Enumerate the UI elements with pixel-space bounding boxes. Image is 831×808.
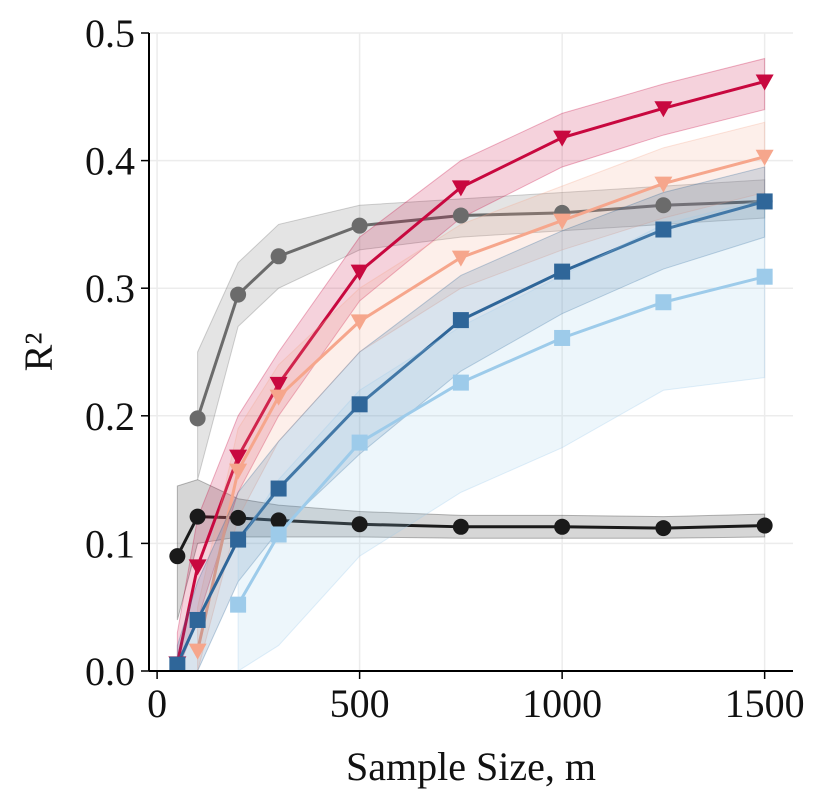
marker [756,193,773,210]
marker [554,518,571,535]
marker [553,130,572,147]
marker [270,512,287,529]
marker [169,548,186,565]
marker [189,611,206,628]
marker [270,248,287,265]
grid [149,32,793,672]
marker [554,329,571,346]
confidence-band [197,121,766,671]
marker [655,520,672,537]
marker [451,250,470,267]
marker [230,531,247,548]
marker [350,314,369,331]
marker [188,643,207,660]
plot-area [168,57,774,671]
x-tick-label: 500 [330,681,390,726]
marker [189,508,206,525]
marker [188,559,207,576]
marker [351,396,368,413]
y-tick-label: 0.5 [85,11,135,56]
marker [351,217,368,234]
marker [230,596,247,613]
marker [351,434,368,451]
marker [230,509,247,526]
marker [755,74,774,91]
confidence-band [197,179,766,480]
marker [270,526,287,543]
y-tick-label: 0.3 [85,266,135,311]
series-line [196,199,765,419]
marker [229,449,248,466]
y-tick-label: 0.1 [85,521,135,566]
marker [655,294,672,311]
marker [756,268,773,285]
x-tick-label: 1500 [725,681,805,726]
series-line [196,155,766,651]
x-tick-label: 1000 [522,681,602,726]
marker [351,516,368,533]
marker [452,374,469,391]
marker [553,213,572,230]
marker [350,264,369,281]
marker [269,376,288,393]
axes: 0.0 0.1 0.2 0.3 0.4 0.5 0 500 1000 1500 [85,11,805,726]
y-axis-label: R² [16,333,61,372]
marker [169,656,186,671]
marker [554,263,571,280]
y-tick-label: 0.2 [85,394,135,439]
marker [655,197,672,214]
marker [756,517,773,534]
marker [654,101,673,118]
marker [269,389,288,406]
marker [655,221,672,238]
marker [452,312,469,329]
marker [452,207,469,224]
x-tick-label: 0 [147,681,167,726]
marker [229,463,248,480]
marker [654,176,673,193]
y-tick-label: 0.4 [85,139,135,184]
y-tick-label: 0.0 [85,649,135,694]
marker [230,286,247,303]
marker [270,480,287,497]
marker [452,518,469,535]
marker [451,180,470,197]
x-axis-label: Sample Size, m [346,744,596,789]
marker [755,149,774,166]
confidence-band [237,198,766,671]
marker [189,410,206,427]
